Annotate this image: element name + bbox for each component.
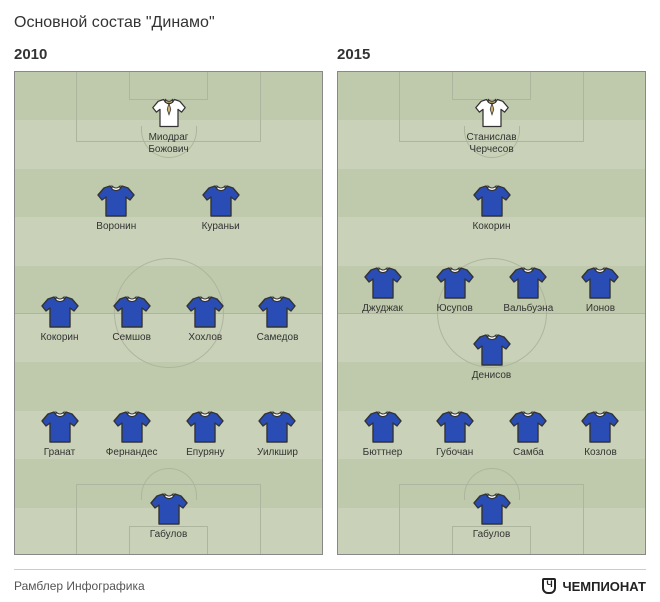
player-label: Кокорин [457,221,527,233]
player-shirt-icon [580,265,620,301]
footer: Рамблер Инфографика ЧЕМПИОНАТ [14,569,646,594]
player-label: Габулов [457,529,527,541]
player-shirt-icon [185,294,225,330]
coach-label: Миодраг Божович [134,132,204,155]
player-label: Епуряну [170,447,240,459]
pitch-0: Миодраг Божович Воронин Кураньи Кокорин … [14,71,323,555]
player-shirt-icon [472,491,512,527]
year-labels-row: 2010 2015 [14,46,646,71]
coach-shirt-icon [151,96,187,130]
player-label: Губочан [420,447,490,459]
player-label: Семшов [97,332,167,344]
pitch-1: Станислав Черчесов Кокорин Джуджак Юсупо… [337,71,646,555]
player-label: Ионов [565,303,635,315]
player-label: Самба [493,447,563,459]
player-label: Козлов [565,447,635,459]
player-shirt-icon [112,294,152,330]
player: Козлов [565,409,635,459]
player: Юсупов [420,265,490,315]
player: Бюттнер [348,409,418,459]
player: Хохлов [170,294,240,344]
player-shirt-icon [508,265,548,301]
player-label: Вальбуэна [493,303,563,315]
page-title: Основной состав "Динамо" [14,14,646,32]
player: Гранат [25,409,95,459]
coach: Станислав Черчесов [457,96,527,155]
footer-brand-text: ЧЕМПИОНАТ [562,579,646,594]
coach: Миодраг Божович [134,96,204,155]
player: Кокорин [25,294,95,344]
player-label: Уилкшир [242,447,312,459]
player-label: Воронин [81,221,151,233]
player: Губочан [420,409,490,459]
coach-shirt-icon [474,96,510,130]
player: Ионов [565,265,635,315]
fields-row: Миодраг Божович Воронин Кураньи Кокорин … [14,71,646,555]
player-shirt-icon [201,183,241,219]
player: Семшов [97,294,167,344]
player: Джуджак [348,265,418,315]
player: Воронин [81,183,151,233]
player-shirt-icon [435,265,475,301]
coach-label: Станислав Черчесов [457,132,527,155]
year-label-0: 2010 [14,46,323,63]
pitch-stripe [15,362,322,410]
player: Уилкшир [242,409,312,459]
player-label: Бюттнер [348,447,418,459]
player-shirt-icon [185,409,225,445]
player-shirt-icon [435,409,475,445]
player: Габулов [134,491,204,541]
player: Самедов [242,294,312,344]
player-shirt-icon [112,409,152,445]
player-label: Кокорин [25,332,95,344]
player-shirt-icon [363,409,403,445]
player-shirt-icon [472,332,512,368]
player-label: Кураньи [186,221,256,233]
player: Кокорин [457,183,527,233]
player: Вальбуэна [493,265,563,315]
player-shirt-icon [257,409,297,445]
player: Фернандес [97,409,167,459]
player: Денисов [457,332,527,382]
player: Епуряну [170,409,240,459]
player-shirt-icon [472,183,512,219]
player-label: Хохлов [170,332,240,344]
player-shirt-icon [40,294,80,330]
player-shirt-icon [580,409,620,445]
brand-shield-icon [542,578,556,594]
player-shirt-icon [149,491,189,527]
player-label: Джуджак [348,303,418,315]
player: Габулов [457,491,527,541]
player-label: Самедов [242,332,312,344]
player-shirt-icon [363,265,403,301]
player-label: Габулов [134,529,204,541]
player-shirt-icon [40,409,80,445]
player-label: Юсупов [420,303,490,315]
player: Самба [493,409,563,459]
player-shirt-icon [96,183,136,219]
infographic-root: Основной состав "Динамо" 2010 2015 Миодр… [0,0,660,602]
player-shirt-icon [257,294,297,330]
player-label: Фернандес [97,447,167,459]
player-shirt-icon [508,409,548,445]
player-label: Гранат [25,447,95,459]
footer-source: Рамблер Инфографика [14,579,145,593]
footer-brand: ЧЕМПИОНАТ [542,578,646,594]
player: Кураньи [186,183,256,233]
pitch-stripe [15,169,322,217]
year-label-1: 2015 [337,46,646,63]
player-label: Денисов [457,370,527,382]
